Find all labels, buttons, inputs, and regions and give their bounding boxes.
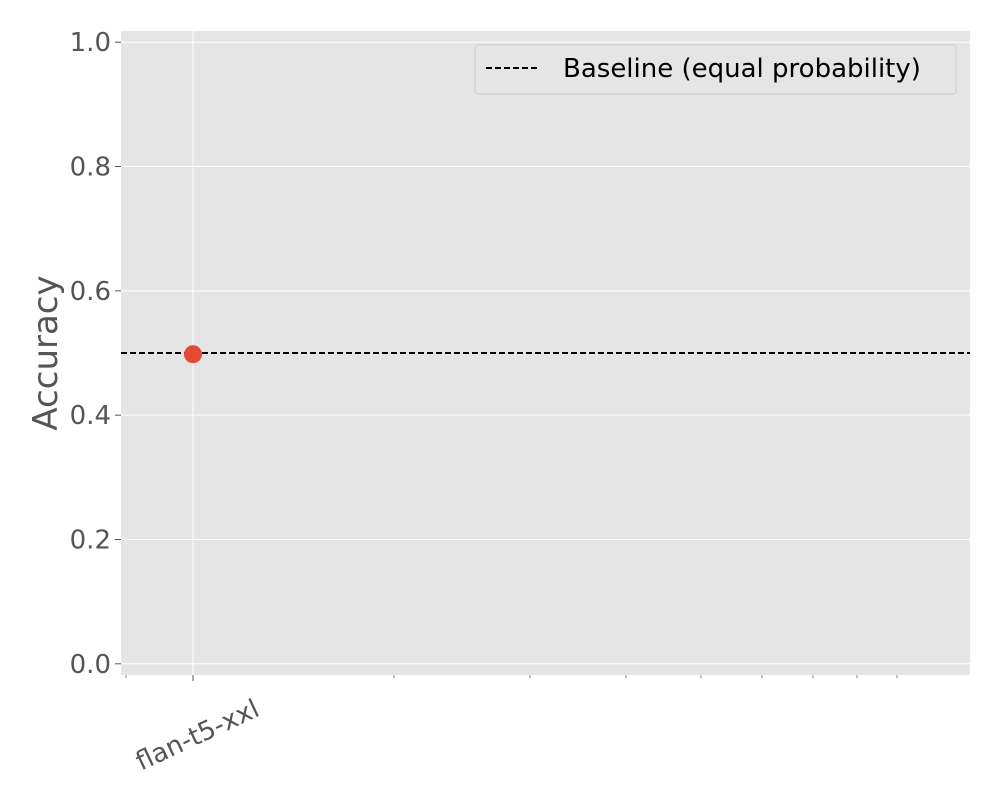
y-axis-label: Accuracy (26, 275, 66, 430)
y-tick-label: 0.0 (70, 650, 111, 680)
y-tick-label: 0.6 (70, 277, 111, 307)
gridlines (121, 31, 970, 675)
y-tick-label: 0.2 (70, 525, 111, 555)
legend-baseline-label: Baseline (equal probability) (563, 54, 921, 84)
data-points (184, 345, 202, 364)
y-axis-ticks: 0.0 0.2 0.4 0.6 0.8 1.0 (70, 28, 121, 680)
y-tick-label: 1.0 (70, 28, 111, 58)
y-tick-label: 0.4 (70, 401, 111, 431)
x-tick-label: flan-t5-xxl (131, 694, 264, 777)
y-tick-label: 0.8 (70, 153, 111, 183)
data-point (184, 345, 202, 364)
legend: Baseline (equal probability) (474, 44, 957, 95)
x-axis-ticks: flan-t5-xxl (125, 675, 898, 777)
legend-box (474, 44, 957, 95)
